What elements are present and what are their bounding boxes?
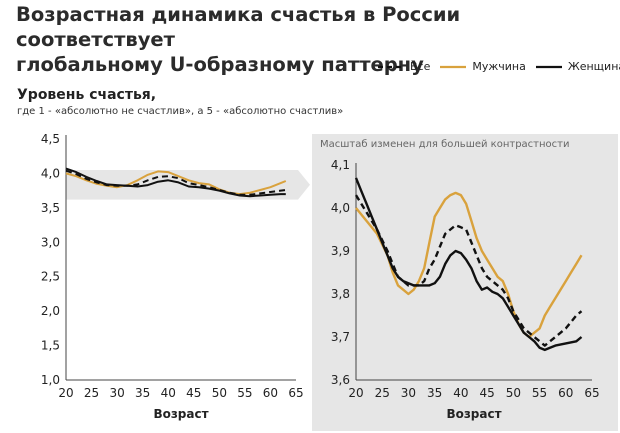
x-tick-label: 25 <box>84 386 99 400</box>
zoom-x-tick-label: 50 <box>506 386 521 400</box>
zoom-x-tick-label: 60 <box>558 386 573 400</box>
zoom-x-tick-label: 20 <box>348 386 363 400</box>
y-tick-label: 2,5 <box>41 270 60 284</box>
zoom-y-tick-label: 3,8 <box>331 287 350 301</box>
zoom-y-tick-label: 3,6 <box>331 373 350 387</box>
zoom-x-tick-label: 55 <box>532 386 547 400</box>
x-tick-label: 60 <box>263 386 278 400</box>
legend-swatch-dashed <box>378 65 404 68</box>
x-tick-label: 20 <box>58 386 73 400</box>
zoom-x-tick-label: 25 <box>375 386 390 400</box>
legend-swatch-gold <box>440 65 467 68</box>
series-line-Женщина <box>65 167 286 198</box>
zoom-panel-bg <box>312 134 618 431</box>
legend-swatch-black <box>535 65 562 68</box>
legend: Все Мужчина Женщина <box>378 60 620 73</box>
legend-item-men: Мужчина <box>440 60 526 73</box>
zoom-x-axis-label: Возраст <box>446 407 501 421</box>
series-line-Все <box>65 169 286 196</box>
x-tick-label: 65 <box>288 386 303 400</box>
y-axis-subtitle: где 1 - «абсолютно не счастлив», а 5 - «… <box>17 106 344 117</box>
legend-label: Мужчина <box>472 60 526 73</box>
y-tick-label: 4,0 <box>41 166 60 180</box>
y-axis-title: Уровень счастья, <box>17 87 157 103</box>
y-tick-label: 1,5 <box>41 339 60 353</box>
y-tick-label: 3,5 <box>41 201 60 215</box>
legend-item-all: Все <box>378 60 430 73</box>
legend-label: Женщина <box>567 60 620 73</box>
zoom-x-tick-label: 40 <box>453 386 468 400</box>
legend-label: Все <box>410 60 431 73</box>
y-tick-label: 3,0 <box>41 235 60 249</box>
zoom-x-tick-label: 30 <box>401 386 416 400</box>
x-tick-label: 30 <box>109 386 124 400</box>
x-tick-label: 40 <box>161 386 176 400</box>
x-tick-label: 55 <box>237 386 252 400</box>
zoom-series-line-Женщина <box>354 177 583 352</box>
x-axis-label: Возраст <box>153 407 208 421</box>
y-tick-label: 4,5 <box>41 132 60 146</box>
zoom-x-tick-label: 65 <box>584 386 599 400</box>
x-tick-label: 45 <box>186 386 201 400</box>
y-tick-label: 1,0 <box>41 373 60 387</box>
zoom-y-tick-label: 4,0 <box>331 201 350 215</box>
zoom-series-line-Мужчина <box>355 191 583 339</box>
title-line-2: глобальному U-образному паттерну <box>16 53 424 76</box>
chart-title: Возрастная динамика счастья в России соо… <box>16 2 616 77</box>
y-tick-label: 2,0 <box>41 304 60 318</box>
zoom-note: Масштаб изменен для большей контрастност… <box>320 139 570 150</box>
x-tick-label: 35 <box>135 386 150 400</box>
zoom-y-tick-label: 3,9 <box>331 244 350 258</box>
x-tick-label: 50 <box>212 386 227 400</box>
legend-item-women: Женщина <box>535 60 620 73</box>
zoom-x-tick-label: 35 <box>427 386 442 400</box>
zoom-y-tick-label: 3,7 <box>331 330 350 344</box>
title-line-1: Возрастная динамика счастья в России соо… <box>16 3 461 51</box>
zoom-x-tick-label: 45 <box>479 386 494 400</box>
zoom-y-tick-label: 4,1 <box>331 158 350 172</box>
